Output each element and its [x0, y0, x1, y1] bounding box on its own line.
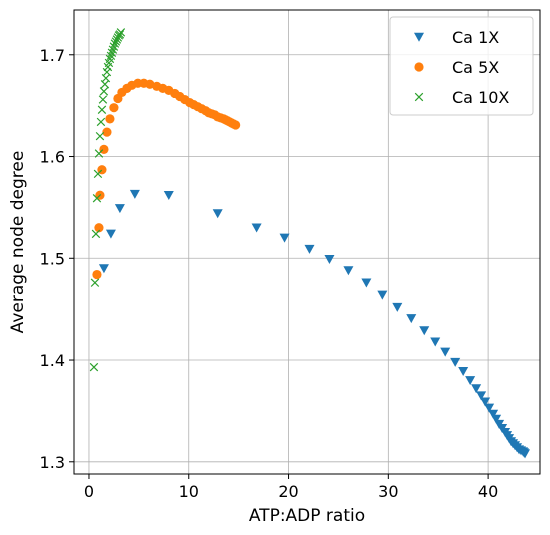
data-point-ca-10x [96, 117, 106, 127]
data-point-ca-1x [430, 337, 441, 347]
data-point-ca-10x [99, 87, 109, 96]
data-point-ca-5x [92, 269, 102, 280]
y-axis-label: Average node degree [8, 151, 28, 334]
data-point-ca-10x [107, 48, 117, 57]
data-point-ca-1x [488, 409, 499, 419]
data-point-ca-1x [361, 278, 372, 288]
data-point-ca-5x [231, 120, 241, 130]
data-point-ca-10x [92, 194, 102, 203]
data-point-ca-5x [145, 79, 155, 89]
legend-marker-ca-1x [414, 32, 424, 42]
legend-label-ca-1x: Ca 1X [452, 28, 499, 47]
data-point-ca-1x [377, 290, 388, 300]
data-points [89, 28, 531, 459]
data-point-ca-10x [111, 37, 121, 46]
x-tick-label: 20 [278, 482, 298, 501]
data-point-ca-10x [94, 149, 104, 158]
data-point-ca-10x [90, 278, 100, 287]
x-tick-label: 40 [478, 482, 498, 501]
legend-marker-ca-5x [414, 62, 424, 72]
data-point-ca-1x [484, 403, 495, 413]
data-point-ca-1x [465, 376, 476, 386]
data-point-ca-10x [102, 67, 112, 77]
data-point-ca-10x [89, 362, 99, 372]
data-point-ca-10x [98, 95, 108, 104]
data-point-ca-1x [251, 223, 262, 233]
data-point-ca-10x [106, 51, 116, 61]
data-point-ca-10x [116, 28, 126, 37]
data-point-ca-10x [115, 30, 125, 39]
y-tick-label: 1.4 [40, 351, 65, 370]
series-ca-1x [98, 189, 531, 459]
data-point-ca-5x [109, 103, 119, 113]
x-tick-label: 10 [179, 482, 199, 501]
data-point-ca-1x [450, 357, 461, 367]
data-point-ca-1x [480, 397, 491, 407]
data-point-ca-5x [99, 144, 109, 155]
legend-label-ca-10x: Ca 10X [452, 88, 509, 107]
data-point-ca-1x [491, 414, 502, 424]
data-point-ca-1x [212, 209, 223, 219]
data-point-ca-1x [520, 449, 531, 459]
data-point-ca-1x [406, 314, 417, 324]
axis-ticks: 0 10 20 30 40 1.3 1.4 1.5 1.6 1.7 [40, 46, 499, 501]
series-ca-5x [92, 78, 241, 280]
data-point-ca-1x [304, 244, 315, 254]
data-point-ca-10x [95, 131, 105, 141]
data-point-ca-1x [98, 264, 109, 274]
x-tick-label: 30 [378, 482, 398, 501]
data-point-ca-10x [97, 105, 107, 114]
legend: Ca 1X Ca 5X Ca 10X [389, 16, 534, 116]
legend-box [389, 16, 534, 116]
data-point-ca-10x [93, 169, 103, 179]
series-ca-10x [89, 28, 126, 372]
y-tick-label: 1.5 [40, 249, 65, 268]
data-point-ca-1x [163, 190, 174, 200]
data-point-ca-1x [440, 347, 451, 357]
data-point-ca-1x [279, 233, 290, 243]
data-point-ca-5x [105, 114, 115, 124]
x-tick-label: 0 [84, 482, 94, 501]
data-point-ca-10x [110, 39, 120, 48]
data-point-ca-10x [105, 54, 115, 64]
data-point-ca-5x [94, 223, 104, 233]
x-axis-label: ATP:ADP ratio [249, 506, 365, 526]
y-tick-label: 1.7 [40, 46, 65, 65]
data-point-ca-1x [392, 302, 403, 312]
data-point-ca-1x [476, 391, 487, 401]
data-point-ca-10x [112, 35, 122, 44]
data-point-ca-1x [343, 266, 354, 276]
plot-area-frame [73, 9, 541, 475]
data-point-ca-1x [105, 229, 116, 239]
data-point-ca-1x [419, 326, 430, 336]
legend-marker-ca-10x [414, 92, 424, 102]
data-point-ca-1x [458, 366, 469, 376]
y-tick-label: 1.6 [40, 148, 65, 167]
y-tick-label: 1.3 [40, 453, 65, 472]
data-point-ca-10x [91, 229, 101, 239]
data-point-ca-1x [129, 189, 140, 199]
legend-label-ca-5x: Ca 5X [452, 58, 499, 77]
data-point-ca-10x [109, 42, 119, 51]
data-point-ca-1x [471, 384, 482, 394]
data-point-ca-5x [102, 127, 112, 137]
data-point-ca-1x [114, 204, 125, 214]
data-point-ca-10x [108, 45, 118, 54]
data-point-ca-1x [324, 255, 335, 265]
